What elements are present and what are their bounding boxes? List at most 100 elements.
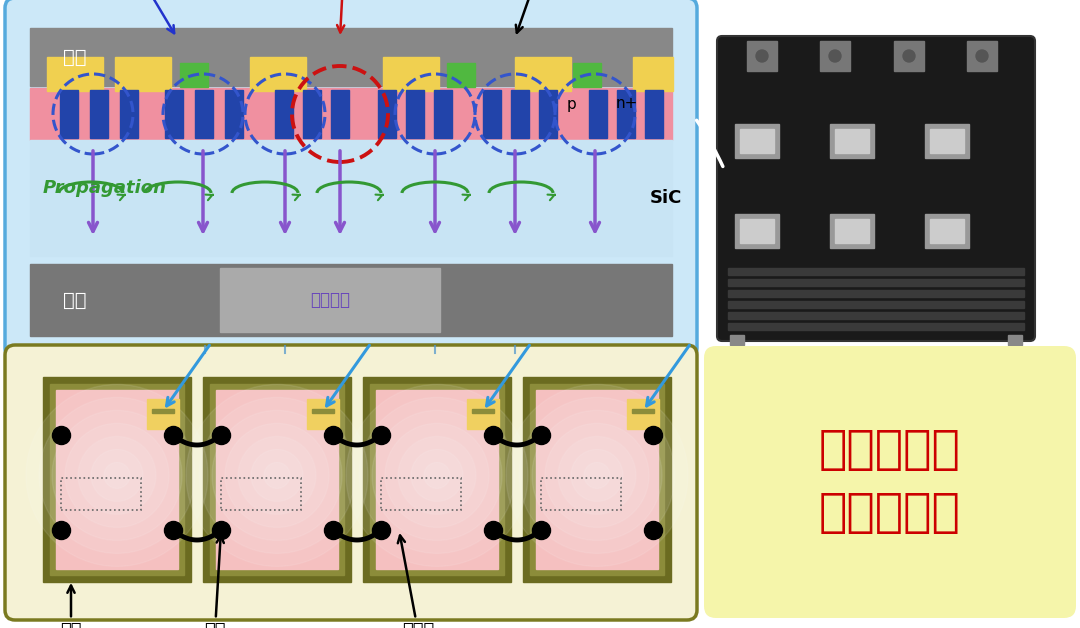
- Bar: [312, 409, 334, 413]
- Text: 栅极: 栅极: [516, 0, 545, 33]
- FancyBboxPatch shape: [704, 346, 1076, 618]
- Circle shape: [903, 50, 915, 62]
- Text: 源极: 源极: [60, 585, 82, 628]
- Bar: [573, 63, 600, 87]
- Bar: [90, 90, 108, 138]
- Circle shape: [359, 398, 515, 553]
- Bar: [152, 409, 174, 413]
- Text: p: p: [567, 97, 577, 112]
- Bar: [930, 129, 964, 153]
- Bar: [30, 264, 672, 336]
- Text: 源极: 源极: [63, 48, 86, 67]
- Bar: [967, 41, 997, 71]
- Circle shape: [519, 398, 675, 553]
- Bar: [589, 90, 607, 138]
- Bar: [221, 478, 301, 510]
- FancyBboxPatch shape: [717, 36, 1035, 341]
- Bar: [472, 409, 494, 413]
- Circle shape: [558, 436, 636, 514]
- Circle shape: [372, 411, 502, 541]
- Bar: [376, 390, 498, 569]
- Bar: [447, 63, 475, 87]
- Bar: [43, 377, 191, 582]
- Bar: [627, 399, 659, 429]
- FancyBboxPatch shape: [5, 0, 697, 358]
- Circle shape: [264, 462, 291, 489]
- Circle shape: [384, 423, 489, 528]
- Bar: [632, 409, 654, 413]
- Circle shape: [26, 384, 208, 566]
- Circle shape: [756, 50, 768, 62]
- Circle shape: [829, 50, 841, 62]
- Circle shape: [346, 384, 528, 566]
- Text: n+: n+: [616, 97, 638, 112]
- Bar: [740, 219, 774, 243]
- Bar: [30, 140, 672, 256]
- Text: Propagation: Propagation: [43, 179, 167, 197]
- Bar: [48, 57, 103, 91]
- Bar: [50, 384, 184, 575]
- Circle shape: [251, 450, 303, 501]
- Bar: [330, 90, 349, 138]
- Text: 漏极: 漏极: [63, 291, 86, 310]
- Bar: [515, 57, 571, 91]
- Circle shape: [65, 423, 168, 528]
- Bar: [894, 41, 924, 71]
- Bar: [483, 90, 501, 138]
- Bar: [363, 377, 511, 582]
- Bar: [30, 28, 672, 86]
- Bar: [216, 390, 338, 569]
- Bar: [633, 57, 673, 91]
- Bar: [835, 129, 869, 153]
- Circle shape: [411, 450, 463, 501]
- Bar: [434, 90, 453, 138]
- Bar: [835, 219, 869, 243]
- Circle shape: [399, 436, 476, 514]
- Bar: [406, 90, 424, 138]
- Bar: [275, 90, 293, 138]
- Bar: [617, 90, 635, 138]
- Text: 电流分布在
整个芯片上: 电流分布在 整个芯片上: [819, 428, 961, 536]
- Text: 传统结构: 传统结构: [121, 0, 174, 33]
- Bar: [381, 478, 461, 510]
- Bar: [530, 384, 664, 575]
- Bar: [303, 90, 321, 138]
- Bar: [735, 124, 779, 158]
- Bar: [383, 57, 438, 91]
- Text: 栅极: 栅极: [204, 536, 226, 628]
- Bar: [511, 90, 529, 138]
- Circle shape: [212, 411, 342, 541]
- Bar: [60, 90, 78, 138]
- Bar: [120, 90, 138, 138]
- Bar: [728, 301, 1024, 308]
- Circle shape: [532, 411, 662, 541]
- Bar: [60, 478, 141, 510]
- Bar: [114, 57, 171, 91]
- Bar: [378, 90, 396, 138]
- Text: 浪涌电流: 浪涌电流: [310, 291, 350, 309]
- Circle shape: [225, 423, 329, 528]
- Circle shape: [78, 436, 156, 514]
- FancyBboxPatch shape: [5, 345, 697, 620]
- Bar: [180, 63, 208, 87]
- Bar: [523, 377, 671, 582]
- Circle shape: [199, 398, 355, 553]
- Bar: [539, 90, 557, 138]
- Circle shape: [39, 398, 195, 553]
- Circle shape: [238, 436, 316, 514]
- Bar: [930, 219, 964, 243]
- Bar: [924, 214, 969, 248]
- Circle shape: [424, 462, 450, 489]
- Circle shape: [545, 423, 649, 528]
- Bar: [747, 41, 777, 71]
- Circle shape: [571, 450, 623, 501]
- Bar: [645, 90, 663, 138]
- Bar: [225, 90, 243, 138]
- Bar: [203, 377, 351, 582]
- Bar: [56, 390, 178, 569]
- Bar: [728, 268, 1024, 275]
- Bar: [820, 41, 850, 71]
- Text: 绑定线: 绑定线: [397, 536, 434, 628]
- Circle shape: [507, 384, 688, 566]
- Bar: [220, 268, 440, 332]
